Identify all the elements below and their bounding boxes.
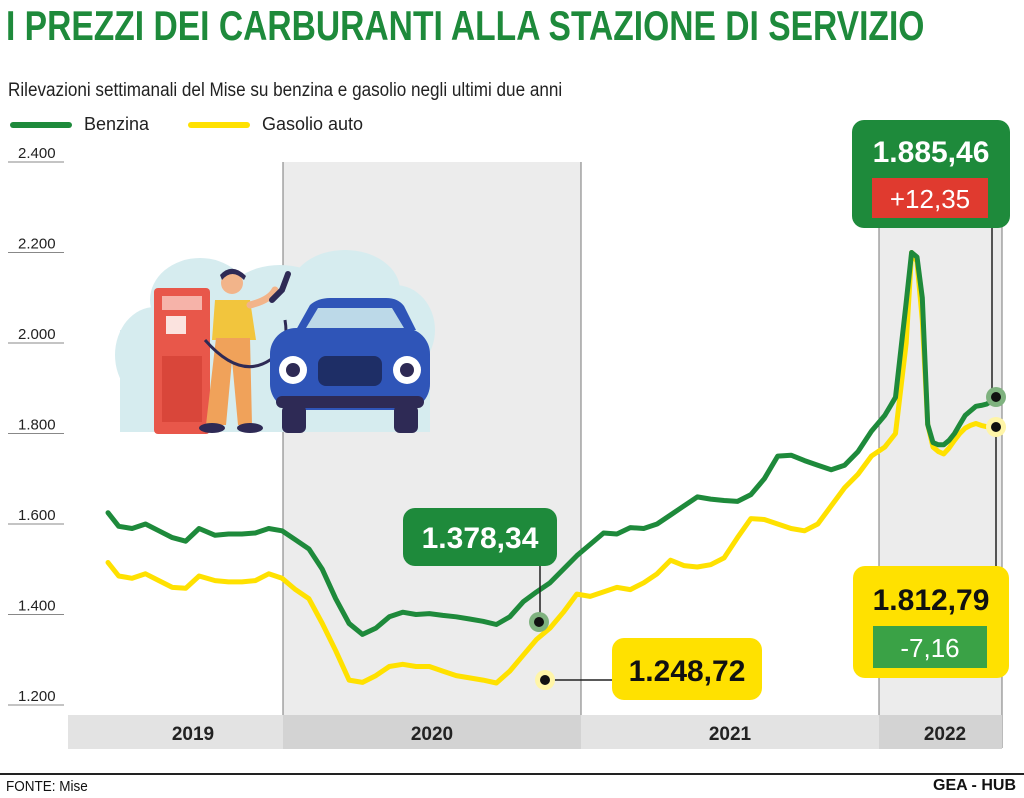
- legend-item-gasolio: Gasolio auto: [188, 114, 363, 135]
- highlight-point-dot: [991, 392, 1001, 402]
- highlight-point-dot: [991, 422, 1001, 432]
- y-tick-label: 1.200: [18, 688, 56, 705]
- person-overalls: [206, 338, 252, 425]
- callout-delta: +12,35: [890, 184, 970, 214]
- series-line-benzina: [105, 250, 1003, 637]
- legend-label-benzina: Benzina: [84, 114, 150, 134]
- y-tick-label: 1.600: [18, 507, 56, 524]
- car-windshield: [306, 308, 404, 328]
- callout-benzina-last: 1.885,46 +12,35: [852, 120, 1010, 228]
- year-label-2019: 2019: [172, 724, 214, 745]
- car-headlight-inner: [400, 363, 414, 377]
- callout-box: [612, 638, 762, 700]
- y-tick-label: 2.000: [18, 326, 56, 343]
- year-label-2021: 2021: [709, 724, 752, 745]
- callout-gasolio-min: 1.248,72: [612, 638, 762, 700]
- year-band-2020: [283, 715, 581, 749]
- footer-divider: [0, 773, 1024, 775]
- callout-value: 1.378,34: [422, 522, 539, 555]
- brand-credit: GEA - HUB: [933, 777, 1016, 794]
- callout-box: [403, 508, 557, 566]
- callout-benzina-min: 1.378,34: [403, 508, 557, 566]
- legend-label-gasolio: Gasolio auto: [262, 114, 364, 134]
- page-title: I PREZZI DEI CARBURANTI ALLA STAZIONE DI…: [6, 2, 925, 49]
- car-wheel: [282, 405, 306, 433]
- person-shirt: [212, 300, 256, 340]
- car-bumper: [276, 396, 424, 408]
- source-credit: FONTE: Mise: [6, 778, 88, 795]
- person-head: [221, 272, 243, 294]
- highlight-point-dot: [534, 617, 544, 627]
- car-grille: [318, 356, 382, 386]
- callout-value: 1.885,46: [873, 136, 990, 169]
- legend-item-benzina: Benzina: [10, 114, 149, 135]
- highlight-point-dot: [540, 675, 550, 685]
- person-shoe: [199, 423, 225, 433]
- person-hair: [220, 268, 246, 280]
- y-axis: 1.200 1.400 1.600 1.800 2.000 2.200 2.40…: [8, 145, 64, 706]
- person-shoe: [237, 423, 263, 433]
- shaded-period-2020: [283, 162, 581, 748]
- page-subtitle: Rilevazioni settimanali del Mise su benz…: [8, 80, 563, 101]
- person-arm: [246, 286, 279, 309]
- callout-value: 1.248,72: [629, 655, 746, 688]
- pump-panel: [162, 356, 202, 422]
- y-tick-label: 1.400: [18, 598, 56, 615]
- y-tick-label: 2.200: [18, 236, 56, 253]
- callout-delta: -7,16: [900, 633, 959, 663]
- pump-keypad: [166, 316, 186, 334]
- callout-value: 1.812,79: [873, 584, 990, 617]
- decrease-badge: [873, 626, 987, 668]
- fuel-station-illustration: [115, 250, 435, 434]
- legend-swatch-benzina: [10, 121, 72, 128]
- car-headlight-inner: [286, 363, 300, 377]
- car-wheel: [394, 405, 418, 433]
- y-tick-label: 1.800: [18, 417, 56, 434]
- increase-badge: [872, 178, 988, 218]
- year-band-2022: [879, 715, 1002, 749]
- year-label-2022: 2022: [924, 724, 966, 745]
- year-label-2020: 2020: [411, 724, 453, 745]
- pump-display: [162, 296, 202, 310]
- fuel-nozzle-icon: [269, 271, 291, 303]
- y-tick-label: 2.400: [18, 145, 56, 162]
- callout-gasolio-last: 1.812,79 -7,16: [853, 566, 1009, 678]
- legend-swatch-gasolio: [188, 121, 250, 128]
